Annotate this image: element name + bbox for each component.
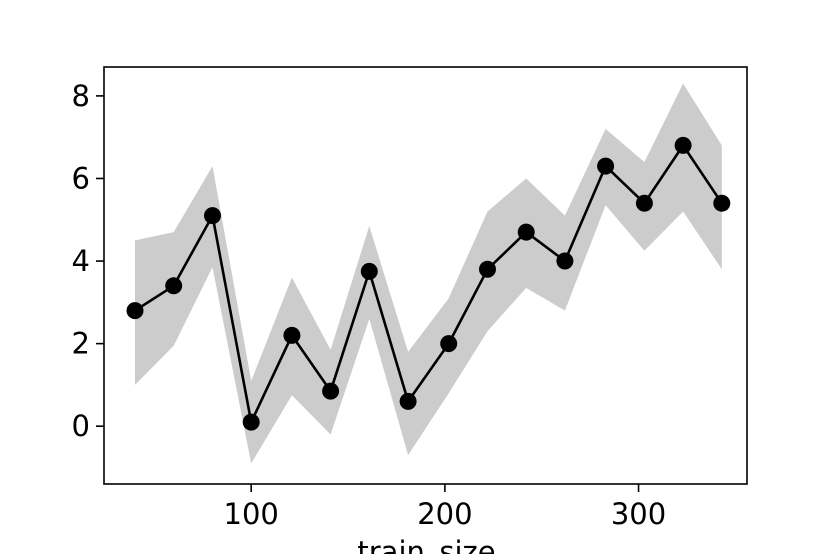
y-tick-label: 6 [72, 161, 90, 195]
y-axis-ticks: 0 2 4 6 8 [72, 79, 104, 443]
data-point [322, 382, 340, 400]
plot-frame [103, 66, 748, 485]
data-point [517, 223, 535, 241]
data-point [597, 157, 615, 175]
data-point [556, 252, 574, 270]
data-point [399, 392, 417, 410]
confidence-bands [135, 83, 722, 464]
data-point [635, 194, 653, 212]
x-tick-label: 200 [417, 497, 472, 531]
series-points [126, 136, 731, 431]
data-point [713, 194, 731, 212]
data-point [360, 262, 378, 280]
data-point [479, 260, 496, 278]
x-tick-label: 300 [611, 497, 666, 531]
y-tick-label: 4 [72, 244, 90, 278]
y-tick-label: 8 [72, 79, 90, 113]
x-axis-label: train_size [357, 535, 495, 554]
data-point [440, 335, 458, 353]
series-line [134, 144, 723, 424]
x-tick-label: 100 [224, 497, 279, 531]
series-band [135, 83, 722, 464]
data-point [204, 207, 221, 225]
y-tick-label: 2 [72, 327, 90, 361]
data-point [165, 277, 183, 295]
data-point [283, 326, 301, 344]
data-point [674, 136, 692, 154]
data-point [242, 413, 260, 431]
y-tick-label: 0 [72, 409, 90, 443]
data-point [126, 302, 144, 320]
x-axis-ticks: 100 200 300 [224, 484, 666, 531]
series-lines [134, 144, 723, 424]
